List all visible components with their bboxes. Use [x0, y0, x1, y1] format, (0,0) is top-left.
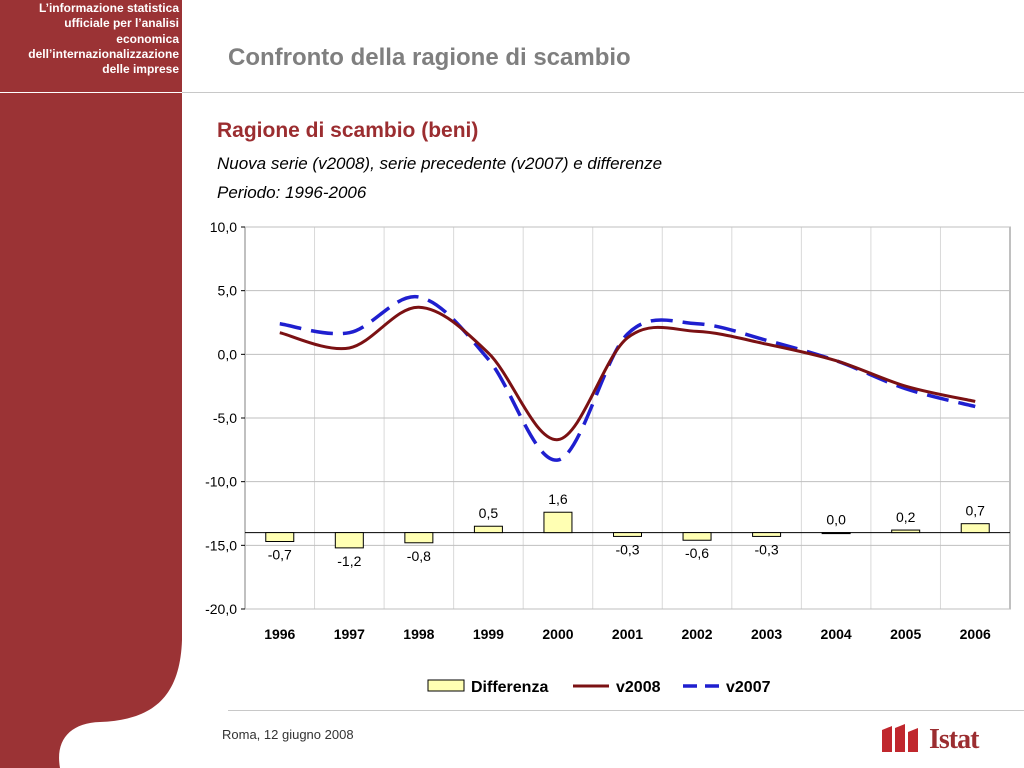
bar-differenza [265, 532, 295, 543]
footer-date: Roma, 12 giugno 2008 [222, 727, 354, 742]
x-tick-label: 2001 [612, 626, 643, 642]
bar-differenza [960, 523, 990, 534]
org-tagline-line: ufficiale per l’analisi [64, 16, 179, 31]
legend-label-differenza: Differenza [471, 679, 548, 696]
sidebar-divider [0, 92, 182, 93]
chart-period: Periodo: 1996-2006 [217, 183, 367, 202]
bar-data-label: -0,8 [407, 548, 431, 564]
chart-subtitle: Nuova serie (v2008), serie precedente (v… [217, 154, 663, 173]
x-tick-label: 1999 [473, 626, 504, 642]
org-tagline-line: economica [116, 31, 179, 46]
x-tick-label: 1996 [264, 626, 295, 642]
x-tick-label: 1998 [403, 626, 434, 642]
org-tagline-line: delle imprese [102, 62, 179, 77]
bar-differenza [752, 532, 782, 537]
bar-data-label: -0,3 [615, 541, 639, 557]
org-tagline-line: dell’internazionalizzazione [28, 46, 179, 61]
legend-label-v2007: v2007 [726, 679, 771, 696]
x-tick-label: 2003 [751, 626, 782, 642]
istat-logo-icon [882, 724, 918, 752]
bar-differenza [682, 532, 712, 541]
bar-differenza [334, 532, 364, 549]
bar-data-label: 0,2 [896, 509, 916, 525]
y-tick-label: 5,0 [218, 283, 238, 299]
page-title: Confronto della ragione di scambio [228, 44, 631, 71]
bar-differenza [543, 511, 573, 534]
bar-differenza [821, 532, 851, 535]
bar-data-label: 1,6 [548, 491, 568, 507]
bar-data-label: -0,6 [685, 545, 709, 561]
istat-logo-text: Istat [929, 724, 979, 755]
x-tick-label: 2000 [542, 626, 573, 642]
legend-swatch-differenza [427, 679, 465, 692]
bar-differenza [473, 525, 503, 534]
x-tick-label: 2004 [821, 626, 852, 642]
bar-data-label: 0,0 [826, 512, 846, 528]
bar-data-label: 0,7 [965, 503, 985, 519]
bar-data-label: -0,7 [268, 547, 292, 563]
header-divider [0, 92, 1024, 93]
bar-differenza [613, 532, 642, 537]
legend-label-v2008: v2008 [616, 679, 661, 696]
org-tagline: L’informazione statistica ufficiale per … [0, 1, 179, 77]
y-tick-label: 0,0 [218, 346, 238, 362]
org-tagline-line: L’informazione statistica [38, 1, 179, 15]
x-tick-label: 1997 [334, 626, 365, 642]
line-v2008 [279, 305, 976, 442]
y-tick-label: -20,0 [205, 601, 237, 617]
y-tick-label: -5,0 [213, 410, 237, 426]
y-tick-label: -10,0 [205, 474, 237, 490]
bar-data-label: -1,2 [337, 553, 361, 569]
sidebar-background [0, 0, 182, 768]
bar-differenza [891, 529, 921, 534]
bar-data-label: 0,5 [479, 505, 499, 521]
x-tick-label: 2006 [960, 626, 991, 642]
y-tick-label: 10,0 [210, 219, 237, 235]
bar-differenza [404, 532, 434, 544]
x-tick-label: 2005 [890, 626, 921, 642]
footer-divider [228, 710, 1024, 711]
chart-title: Ragione di scambio (beni) [217, 119, 479, 142]
y-tick-label: -15,0 [205, 537, 237, 553]
bar-data-label: -0,3 [755, 541, 779, 557]
x-tick-label: 2002 [681, 626, 712, 642]
